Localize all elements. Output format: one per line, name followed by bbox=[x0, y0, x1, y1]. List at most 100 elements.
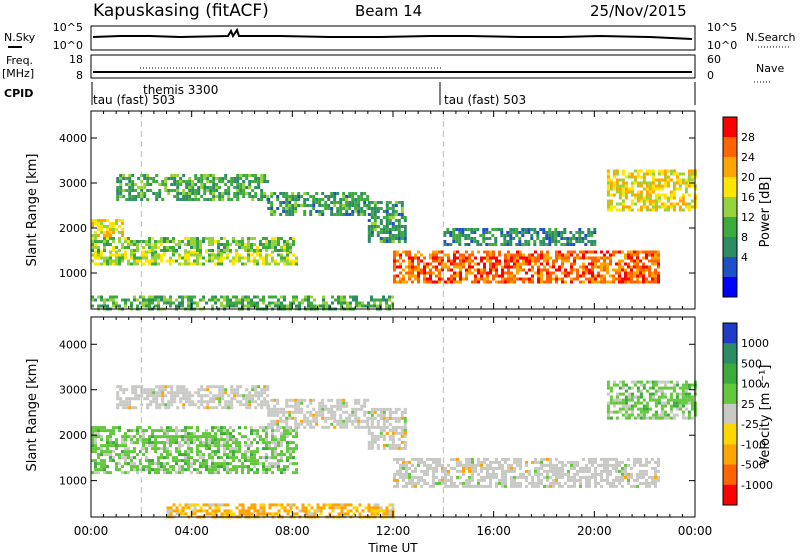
power-cell bbox=[352, 299, 355, 302]
power-cell bbox=[103, 237, 106, 240]
power-cell bbox=[385, 302, 388, 305]
velocity-cell bbox=[124, 435, 127, 438]
power-cell bbox=[383, 240, 386, 243]
power-cell bbox=[342, 207, 345, 210]
velocity-cell bbox=[161, 400, 164, 403]
power-cell bbox=[164, 189, 167, 192]
velocity-cell bbox=[190, 456, 193, 459]
velocity-cell bbox=[627, 458, 630, 461]
power-cell bbox=[259, 257, 262, 260]
power-cell bbox=[636, 266, 639, 269]
power-cell bbox=[100, 254, 103, 257]
power-cell bbox=[393, 269, 396, 272]
velocity-cell bbox=[247, 447, 250, 450]
power-cell bbox=[603, 260, 606, 263]
velocity-cell bbox=[383, 438, 386, 441]
power-cell bbox=[408, 263, 411, 266]
power-cell bbox=[551, 234, 554, 237]
power-cell bbox=[649, 203, 652, 206]
power-cell bbox=[200, 195, 203, 198]
velocity-cell bbox=[94, 465, 97, 468]
power-cell bbox=[607, 176, 610, 179]
power-cell bbox=[649, 188, 652, 191]
velocity-cell bbox=[218, 394, 221, 397]
power-cell bbox=[509, 240, 512, 243]
power-cell bbox=[507, 269, 510, 272]
velocity-cell bbox=[124, 444, 127, 447]
power-cell bbox=[155, 180, 158, 183]
velocity-cell bbox=[157, 441, 160, 444]
velocity-cell bbox=[308, 509, 311, 512]
velocity-cell bbox=[146, 403, 149, 406]
power-cell bbox=[196, 246, 199, 249]
power-cell bbox=[664, 209, 667, 212]
power-cell bbox=[402, 251, 405, 254]
velocity-cell bbox=[501, 479, 504, 482]
power-cell bbox=[136, 305, 139, 308]
power-cell bbox=[670, 173, 673, 176]
power-cell bbox=[184, 260, 187, 263]
velocity-cell bbox=[221, 503, 224, 506]
power-cell bbox=[401, 213, 404, 216]
power-cell bbox=[307, 299, 310, 302]
power-cell bbox=[348, 195, 351, 198]
power-cell bbox=[531, 257, 534, 260]
power-cell bbox=[348, 201, 351, 204]
power-cell bbox=[524, 240, 527, 243]
power-cell bbox=[654, 281, 657, 284]
velocity-cell bbox=[618, 479, 621, 482]
power-cell bbox=[236, 192, 239, 195]
velocity-cell bbox=[295, 447, 298, 450]
power-cell bbox=[507, 272, 510, 275]
power-cell bbox=[459, 281, 462, 284]
velocity-cell bbox=[245, 397, 248, 400]
power-cell bbox=[648, 275, 651, 278]
power-cell bbox=[223, 246, 226, 249]
velocity-cell bbox=[631, 396, 634, 399]
power-cell bbox=[468, 260, 471, 263]
velocity-cell bbox=[202, 459, 205, 462]
velocity-cell bbox=[654, 470, 657, 473]
power-cell bbox=[610, 209, 613, 212]
velocity-cell bbox=[396, 482, 399, 485]
power-cell bbox=[163, 254, 166, 257]
power-cell bbox=[450, 263, 453, 266]
velocity-cell bbox=[203, 394, 206, 397]
power-cell bbox=[303, 213, 306, 216]
power-cell bbox=[172, 237, 175, 240]
power-cell bbox=[630, 272, 633, 275]
velocity-cell bbox=[652, 414, 655, 417]
velocity-cell bbox=[398, 438, 401, 441]
power-cell bbox=[386, 222, 389, 225]
velocity-cell bbox=[360, 420, 363, 423]
velocity-cell bbox=[408, 476, 411, 479]
power-cell bbox=[178, 254, 181, 257]
power-cell bbox=[652, 173, 655, 176]
velocity-cell bbox=[151, 447, 154, 450]
velocity-cell bbox=[226, 441, 229, 444]
power-cell bbox=[664, 197, 667, 200]
velocity-cell bbox=[203, 400, 206, 403]
power-cell bbox=[420, 272, 423, 275]
velocity-cell bbox=[519, 467, 522, 470]
velocity-cell bbox=[224, 406, 227, 409]
power-cell bbox=[607, 173, 610, 176]
power-cell bbox=[256, 254, 259, 257]
velocity-cell bbox=[477, 482, 480, 485]
velocity-cell bbox=[588, 482, 591, 485]
power-cell bbox=[558, 257, 561, 260]
velocity-cell bbox=[247, 465, 250, 468]
power-cell bbox=[588, 257, 591, 260]
velocity-cell bbox=[184, 441, 187, 444]
velocity-cell bbox=[288, 411, 291, 414]
velocity-cell bbox=[624, 476, 627, 479]
velocity-cell bbox=[327, 411, 330, 414]
velocity-cell bbox=[450, 476, 453, 479]
power-cell bbox=[685, 182, 688, 185]
power-cell bbox=[115, 296, 118, 299]
velocity-cell bbox=[128, 397, 131, 400]
velocity-cell bbox=[552, 485, 555, 488]
power-cell bbox=[298, 305, 301, 308]
power-cell bbox=[248, 186, 251, 189]
